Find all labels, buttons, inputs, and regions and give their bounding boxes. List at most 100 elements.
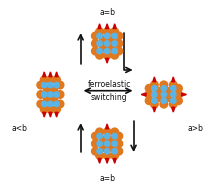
Circle shape <box>111 48 118 54</box>
Polygon shape <box>106 24 109 29</box>
Circle shape <box>95 27 104 36</box>
Circle shape <box>150 80 159 89</box>
Polygon shape <box>106 58 109 63</box>
Polygon shape <box>113 24 116 29</box>
Circle shape <box>43 85 52 94</box>
Text: a=b: a=b <box>99 174 115 183</box>
Circle shape <box>106 35 115 44</box>
Circle shape <box>104 33 111 39</box>
Polygon shape <box>172 107 175 112</box>
Text: ferroelastic: ferroelastic <box>87 80 131 89</box>
Circle shape <box>114 147 123 156</box>
Circle shape <box>155 87 164 96</box>
Circle shape <box>160 91 167 98</box>
Circle shape <box>174 84 183 93</box>
Polygon shape <box>106 159 109 163</box>
Circle shape <box>91 31 100 40</box>
Circle shape <box>104 140 111 147</box>
Circle shape <box>169 80 178 89</box>
Circle shape <box>46 75 55 84</box>
Circle shape <box>159 100 168 109</box>
Circle shape <box>114 39 123 48</box>
Circle shape <box>53 101 60 107</box>
Polygon shape <box>49 112 52 117</box>
Circle shape <box>114 46 123 56</box>
Circle shape <box>174 96 183 105</box>
Circle shape <box>170 91 177 98</box>
Text: a>b: a>b <box>187 124 203 133</box>
Circle shape <box>111 148 118 155</box>
Text: a=b: a=b <box>99 8 115 17</box>
Polygon shape <box>55 112 58 117</box>
Circle shape <box>36 90 45 99</box>
Circle shape <box>145 84 154 93</box>
Circle shape <box>49 95 58 104</box>
Circle shape <box>145 96 154 105</box>
Circle shape <box>170 97 177 104</box>
Circle shape <box>96 148 103 155</box>
Polygon shape <box>55 72 58 77</box>
Circle shape <box>114 31 123 40</box>
Circle shape <box>103 51 112 60</box>
Circle shape <box>47 101 54 107</box>
Polygon shape <box>43 112 46 117</box>
Circle shape <box>103 27 112 36</box>
Circle shape <box>99 135 108 144</box>
Circle shape <box>41 91 48 98</box>
Circle shape <box>111 40 118 47</box>
Circle shape <box>52 75 61 84</box>
Circle shape <box>91 46 100 56</box>
Circle shape <box>151 91 158 98</box>
Circle shape <box>164 93 173 102</box>
Circle shape <box>106 135 115 144</box>
Circle shape <box>46 105 55 114</box>
Circle shape <box>91 39 100 48</box>
Circle shape <box>151 85 158 92</box>
Text: switching: switching <box>91 93 127 102</box>
Circle shape <box>56 90 65 99</box>
Circle shape <box>40 75 49 84</box>
Polygon shape <box>153 77 156 82</box>
Circle shape <box>164 87 173 96</box>
Circle shape <box>110 51 119 60</box>
Polygon shape <box>49 72 52 77</box>
Circle shape <box>53 91 60 98</box>
Circle shape <box>47 91 54 98</box>
Circle shape <box>106 143 115 152</box>
Circle shape <box>103 127 112 136</box>
Circle shape <box>160 85 167 92</box>
Polygon shape <box>43 72 46 77</box>
Circle shape <box>96 140 103 147</box>
Circle shape <box>174 90 183 99</box>
Circle shape <box>110 27 119 36</box>
Circle shape <box>56 81 65 90</box>
Circle shape <box>96 48 103 54</box>
Circle shape <box>110 151 119 160</box>
Circle shape <box>145 90 154 99</box>
Circle shape <box>91 139 100 148</box>
Polygon shape <box>172 77 175 82</box>
Circle shape <box>151 97 158 104</box>
Circle shape <box>159 80 168 89</box>
Circle shape <box>95 127 104 136</box>
Circle shape <box>110 127 119 136</box>
Circle shape <box>99 35 108 44</box>
Circle shape <box>53 82 60 88</box>
Text: a<b: a<b <box>11 124 27 133</box>
Polygon shape <box>113 159 116 163</box>
Circle shape <box>95 51 104 60</box>
Circle shape <box>40 105 49 114</box>
Polygon shape <box>153 107 156 112</box>
Polygon shape <box>106 124 109 129</box>
Circle shape <box>103 151 112 160</box>
Circle shape <box>111 140 118 147</box>
Circle shape <box>104 48 111 54</box>
Circle shape <box>41 101 48 107</box>
Circle shape <box>160 97 167 104</box>
Circle shape <box>99 43 108 52</box>
Polygon shape <box>141 93 146 96</box>
Circle shape <box>114 139 123 148</box>
Polygon shape <box>98 24 101 29</box>
Circle shape <box>36 99 45 108</box>
Circle shape <box>56 99 65 108</box>
